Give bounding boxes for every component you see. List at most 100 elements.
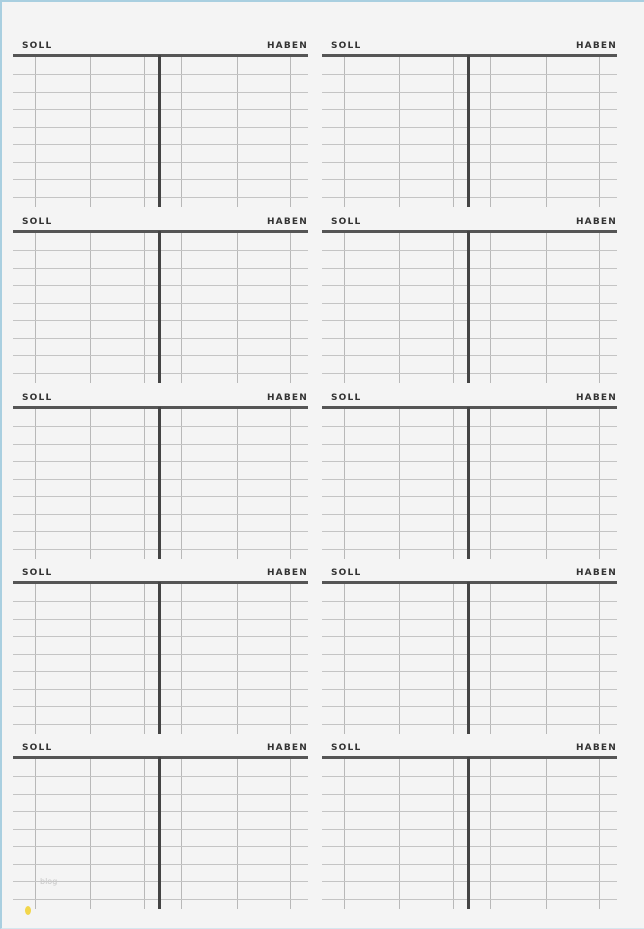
t-account: SOLL HABEN: [13, 393, 308, 563]
row-rule: [13, 793, 158, 795]
row-rule: [13, 91, 158, 93]
column-rule: [344, 233, 345, 383]
row-rule: [322, 285, 467, 286]
haben-label: HABEN: [575, 217, 617, 227]
account-center-rule: [158, 55, 161, 207]
soll-label: SOLL: [331, 41, 362, 51]
row-rule: [13, 811, 158, 812]
row-rule: [13, 443, 158, 445]
column-rule: [35, 233, 36, 383]
row-rule: [13, 636, 158, 637]
row-rule: [161, 776, 308, 777]
column-rule: [144, 759, 145, 909]
row-rule: [161, 618, 308, 620]
row-rule: [13, 109, 158, 110]
row-rule: [13, 601, 158, 602]
row-rule: [161, 443, 308, 445]
row-rule: [470, 337, 617, 339]
row-rule: [470, 776, 617, 777]
row-rule: [161, 285, 308, 286]
row-rule: [161, 653, 308, 655]
row-rule: [13, 426, 158, 427]
row-rule: [470, 320, 617, 321]
account-center-rule: [467, 582, 470, 734]
row-rule: [161, 828, 308, 830]
row-rule: [470, 531, 617, 532]
row-rule: [322, 636, 467, 637]
column-rule: [90, 409, 91, 559]
row-rule: [161, 91, 308, 93]
column-rule: [181, 233, 182, 383]
column-rule: [490, 57, 491, 207]
row-rule: [161, 496, 308, 497]
row-rule: [13, 653, 158, 655]
column-rule: [290, 57, 291, 207]
row-rule: [13, 161, 158, 163]
row-rule: [470, 653, 617, 655]
column-rule: [237, 409, 238, 559]
column-rule: [599, 409, 600, 559]
row-rule: [13, 74, 158, 75]
row-rule: [13, 706, 158, 707]
row-rule: [470, 74, 617, 75]
row-rule: [161, 688, 308, 690]
haben-label: HABEN: [575, 393, 617, 403]
column-rule: [181, 759, 182, 909]
row-rule: [470, 250, 617, 251]
column-rule: [237, 233, 238, 383]
haben-label: HABEN: [266, 568, 308, 578]
haben-label: HABEN: [266, 41, 308, 51]
row-rule: [322, 863, 467, 865]
row-rule: [470, 478, 617, 480]
haben-label: HABEN: [575, 41, 617, 51]
row-rule: [13, 320, 158, 321]
column-rule: [399, 57, 400, 207]
account-center-rule: [158, 582, 161, 734]
row-rule: [470, 179, 617, 180]
column-rule: [599, 233, 600, 383]
row-rule: [13, 723, 158, 725]
row-rule: [161, 898, 308, 900]
column-rule: [35, 759, 36, 909]
row-rule: [322, 250, 467, 251]
row-rule: [470, 302, 617, 304]
row-rule: [161, 109, 308, 110]
account-center-rule: [158, 231, 161, 383]
row-rule: [13, 671, 158, 672]
row-rule: [13, 144, 158, 145]
row-rule: [470, 601, 617, 602]
row-rule: [13, 179, 158, 180]
row-rule: [322, 811, 467, 812]
row-rule: [322, 372, 467, 374]
row-rule: [322, 828, 467, 830]
row-rule: [470, 285, 617, 286]
row-rule: [322, 91, 467, 93]
row-rule: [322, 653, 467, 655]
row-rule: [322, 74, 467, 75]
row-rule: [161, 196, 308, 198]
column-rule: [399, 409, 400, 559]
row-rule: [161, 74, 308, 75]
row-rule: [161, 811, 308, 812]
row-rule: [322, 443, 467, 445]
row-rule: [161, 461, 308, 462]
haben-label: HABEN: [266, 743, 308, 753]
row-rule: [470, 267, 617, 269]
column-rule: [144, 584, 145, 734]
row-rule: [322, 618, 467, 620]
column-rule: [399, 759, 400, 909]
column-rule: [399, 233, 400, 383]
t-account: SOLL HABEN: [13, 41, 308, 211]
row-rule: [470, 126, 617, 128]
row-rule: [322, 513, 467, 515]
row-rule: [322, 426, 467, 427]
t-account: SOLL HABEN: [13, 743, 308, 913]
row-rule: [322, 496, 467, 497]
row-rule: [322, 196, 467, 198]
column-rule: [546, 57, 547, 207]
row-rule: [322, 320, 467, 321]
row-rule: [322, 267, 467, 269]
row-rule: [161, 671, 308, 672]
row-rule: [161, 161, 308, 163]
row-rule: [161, 478, 308, 480]
